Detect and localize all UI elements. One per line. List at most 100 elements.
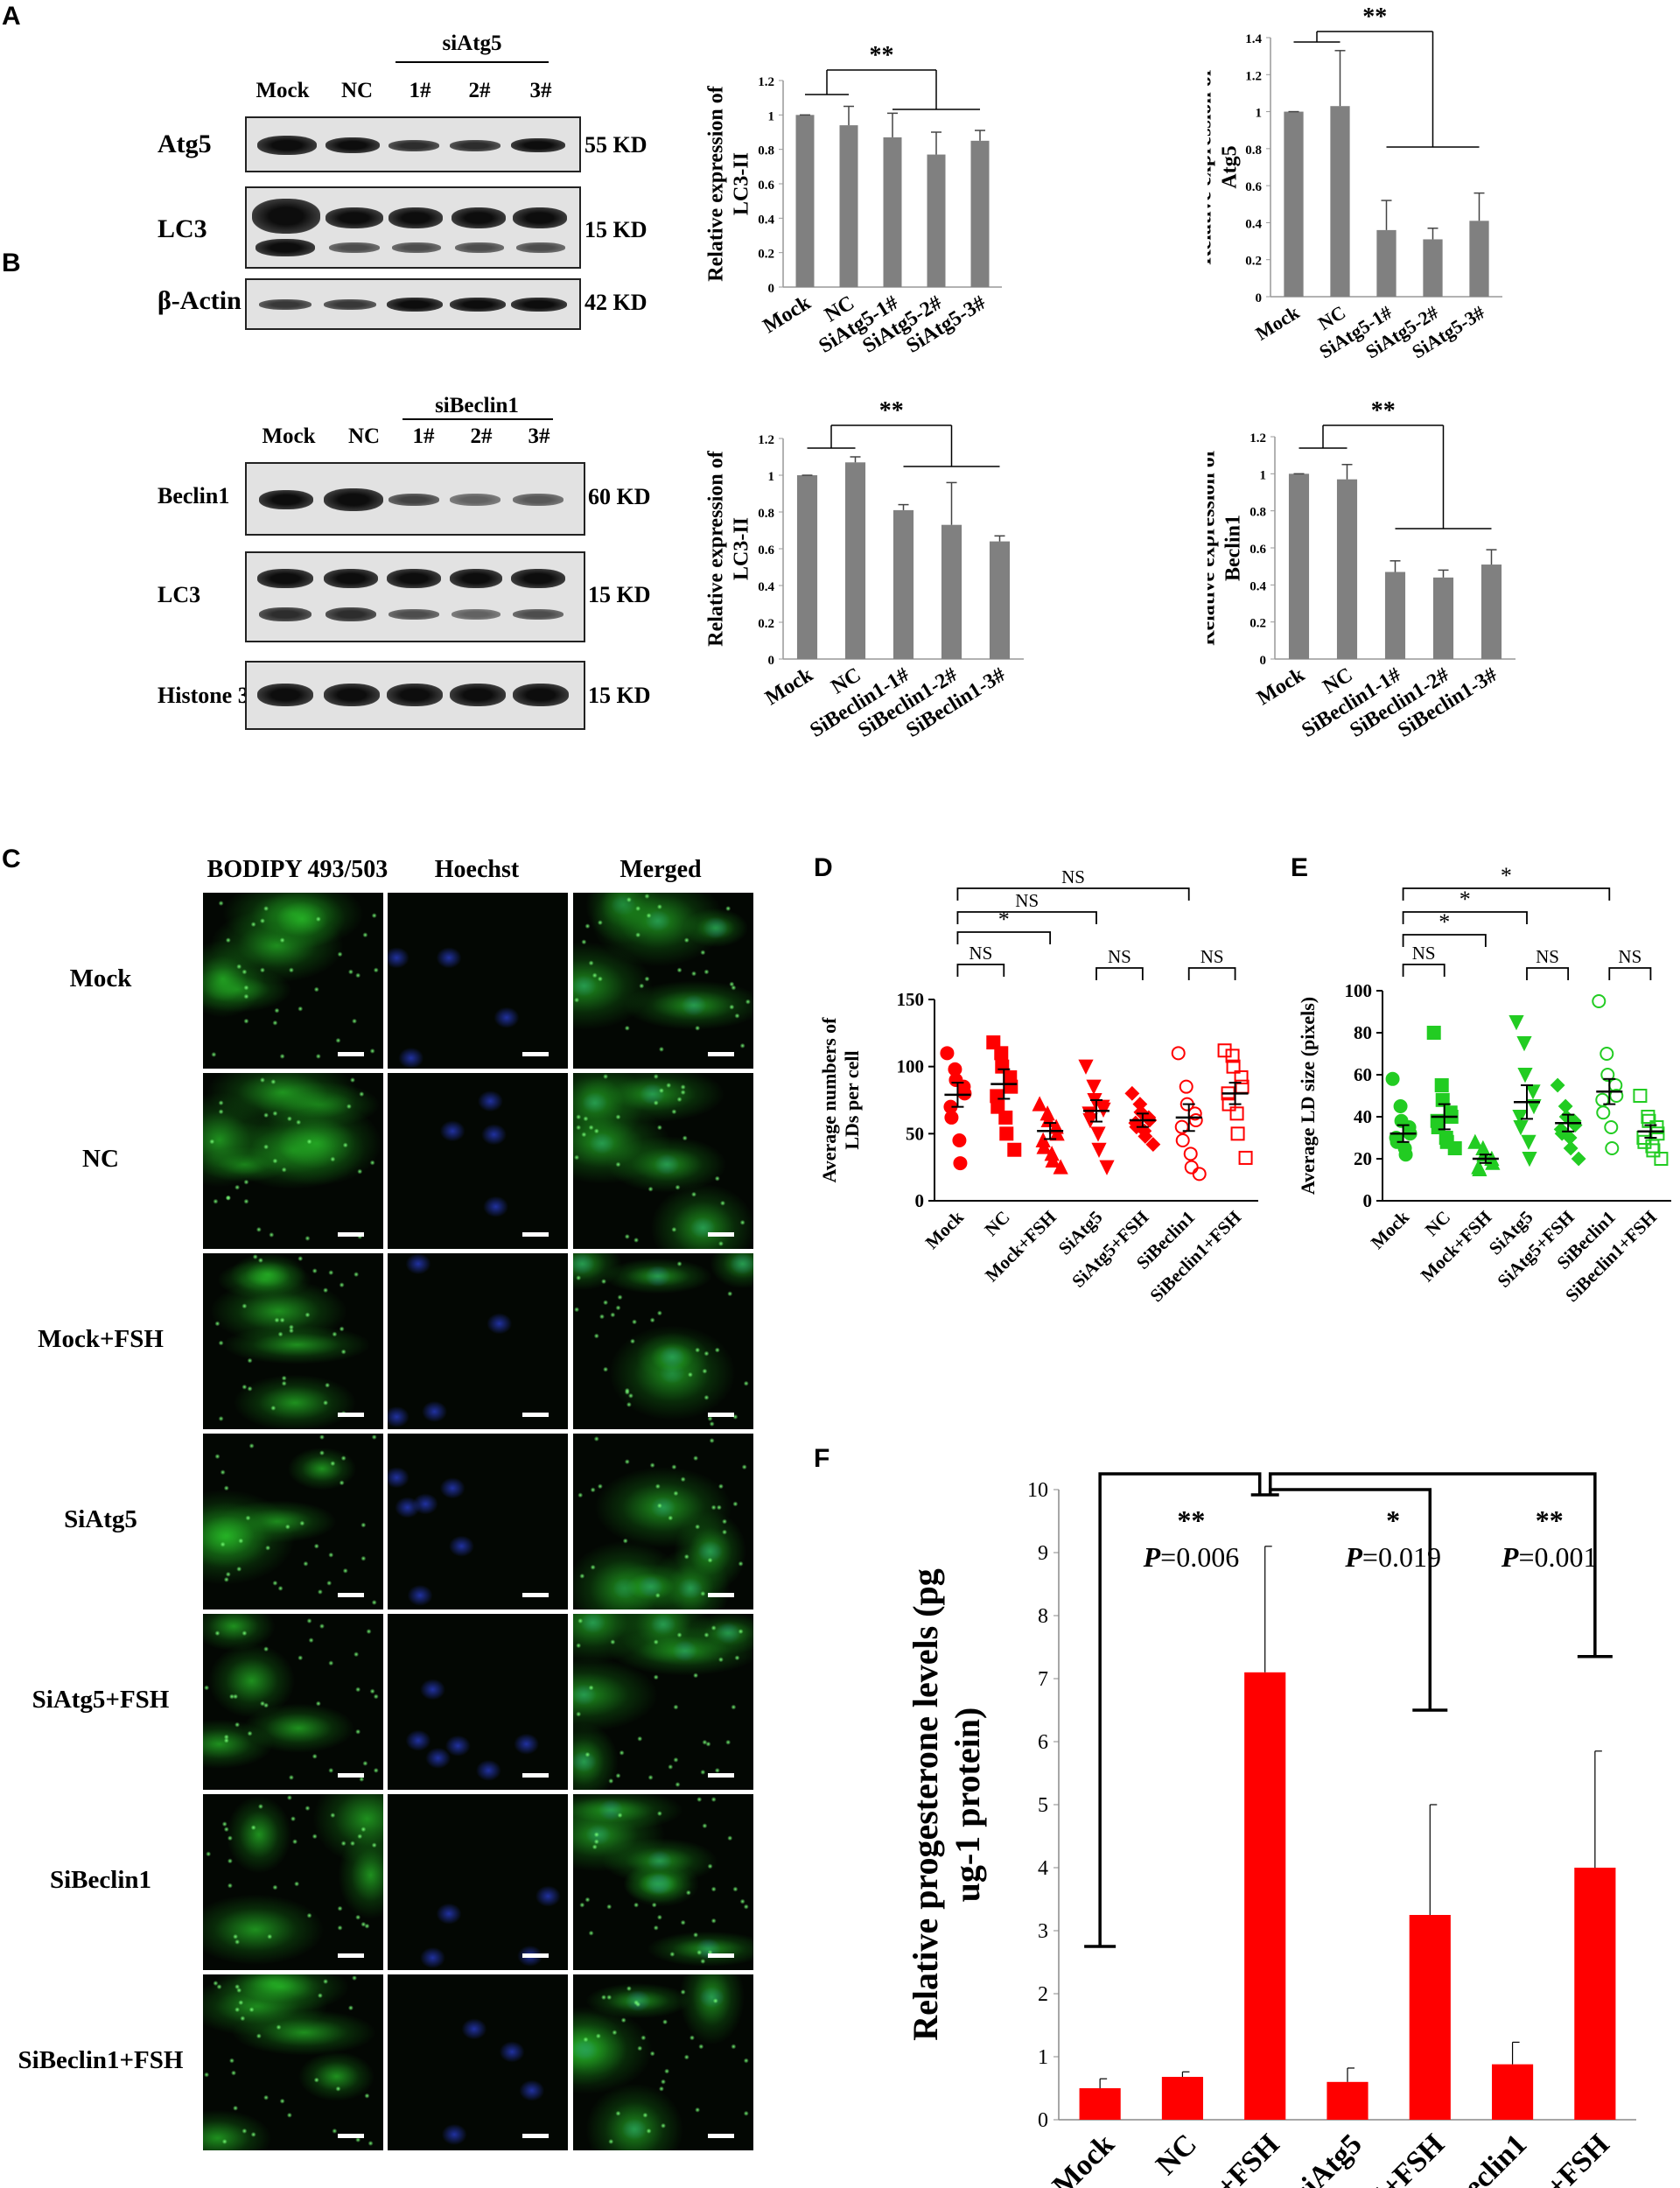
significance-stars: * — [1386, 1504, 1400, 1536]
data-point — [1592, 994, 1606, 1008]
data-point — [1508, 1015, 1524, 1031]
data-point — [1099, 1160, 1115, 1175]
bar — [844, 462, 866, 659]
bar — [970, 140, 990, 287]
scale-bar — [708, 1773, 734, 1778]
bar — [1336, 479, 1358, 659]
y-tick-label: 5 — [1038, 1794, 1048, 1817]
blot-b-histone-membrane — [245, 661, 585, 730]
data-point — [1049, 1126, 1065, 1141]
p-value-label: P=0.019 — [1344, 1541, 1441, 1573]
bar — [1161, 2077, 1203, 2120]
data-point — [1082, 1113, 1098, 1129]
bar — [839, 125, 858, 287]
data-point — [940, 1046, 955, 1061]
significance-stars: ** — [1177, 1504, 1205, 1536]
scale-bar — [338, 1232, 364, 1237]
comparison-label: * — [998, 907, 1010, 932]
bodipy-image — [203, 1974, 383, 2150]
y-tick-label: 0.4 — [758, 580, 774, 594]
blot-a-lane-3: 1# — [409, 79, 431, 102]
p-value-label: P=0.006 — [1143, 1541, 1240, 1573]
data-point — [1188, 1113, 1203, 1127]
significance-label: ** — [1362, 4, 1387, 31]
x-tick-label: NC — [980, 1207, 1013, 1240]
bar — [795, 115, 815, 287]
y-axis-label: Relative progesterone levels (pgug-1 pro… — [906, 1568, 987, 2041]
data-point — [1124, 1085, 1140, 1101]
data-point — [944, 1110, 959, 1125]
scale-bar — [708, 1232, 734, 1237]
y-tick-label: 0 — [1038, 2109, 1048, 2132]
bracket-line — [1098, 1472, 1262, 1946]
hoechst-image — [388, 1794, 568, 1970]
merged-image — [573, 1974, 753, 2150]
scale-bar — [338, 1413, 364, 1417]
data-point — [1434, 1078, 1449, 1092]
data-point — [1183, 1147, 1198, 1161]
merged-image — [573, 1073, 753, 1249]
bodipy-image — [203, 1614, 383, 1790]
x-tick-label: siBeclin1 — [1430, 2128, 1533, 2188]
comparison-bracket — [956, 964, 1005, 977]
microscopy-row-label: SiBeclin1 — [49, 1866, 151, 1894]
blot-a-kd-label: 15 KD — [584, 217, 648, 242]
blot-a-actin-membrane — [245, 278, 581, 330]
y-tick-label: 2 — [1038, 1983, 1048, 2006]
y-tick-label: 1.2 — [758, 433, 774, 447]
comparison-bracket — [956, 887, 1190, 901]
data-point — [1138, 1128, 1153, 1144]
significance-label: ** — [879, 397, 904, 424]
bar — [1376, 229, 1396, 297]
y-tick-label: 100 — [897, 1056, 925, 1077]
y-axis-label: Relative expression ofAtg5 — [1208, 68, 1241, 265]
data-point — [1516, 1036, 1532, 1052]
comparison-label: NS — [1061, 866, 1085, 887]
y-tick-label: 80 — [1354, 1022, 1372, 1043]
data-point — [1230, 1126, 1245, 1141]
y-tick-label: 0 — [1256, 291, 1263, 305]
data-point — [1633, 1089, 1648, 1103]
blot-b-lane-4: 2# — [470, 424, 493, 448]
data-point — [1184, 1160, 1199, 1175]
significance-stars: ** — [1536, 1504, 1564, 1536]
panel-label-e: E — [1291, 853, 1309, 882]
data-point — [998, 1110, 1013, 1125]
data-point — [1032, 1096, 1047, 1112]
scale-bar — [338, 1593, 364, 1597]
data-point — [1053, 1159, 1068, 1175]
comparison-label: * — [1501, 863, 1512, 888]
scale-bar — [708, 1593, 734, 1597]
scale-bar — [522, 2134, 549, 2138]
bar — [1492, 2064, 1534, 2120]
microscopy-row-label: SiAtg5+FSH — [32, 1686, 170, 1714]
scale-bar — [708, 2134, 734, 2138]
blot-b-lane-2: NC — [347, 424, 381, 448]
data-point — [1435, 1092, 1450, 1107]
data-point — [1398, 1147, 1413, 1162]
data-point — [1550, 1077, 1565, 1093]
bar — [1432, 577, 1454, 659]
comparison-label: NS — [1015, 890, 1039, 911]
data-point — [952, 1133, 967, 1147]
comparison-bracket — [1402, 887, 1611, 901]
y-tick-label: 8 — [1038, 1605, 1048, 1628]
scale-bar — [338, 1953, 364, 1958]
hoechst-image — [388, 1974, 568, 2150]
comparison-bracket — [1402, 964, 1446, 977]
scale-bar — [522, 1232, 549, 1237]
data-point — [1229, 1106, 1244, 1121]
comparison-label: NS — [1618, 946, 1642, 967]
bar — [1469, 221, 1489, 297]
data-point — [953, 1156, 968, 1171]
comparison-label: * — [1460, 887, 1471, 912]
y-tick-label: 0.6 — [758, 543, 774, 558]
microscopy-row-label: Mock — [69, 964, 132, 992]
comparison-bracket — [1608, 967, 1652, 980]
data-point — [1517, 1068, 1533, 1083]
column-header-merged: Merged — [620, 856, 702, 883]
x-tick-label: Mock — [1046, 2128, 1121, 2188]
bar — [1480, 565, 1502, 659]
y-tick-label: 0.6 — [1250, 543, 1266, 557]
